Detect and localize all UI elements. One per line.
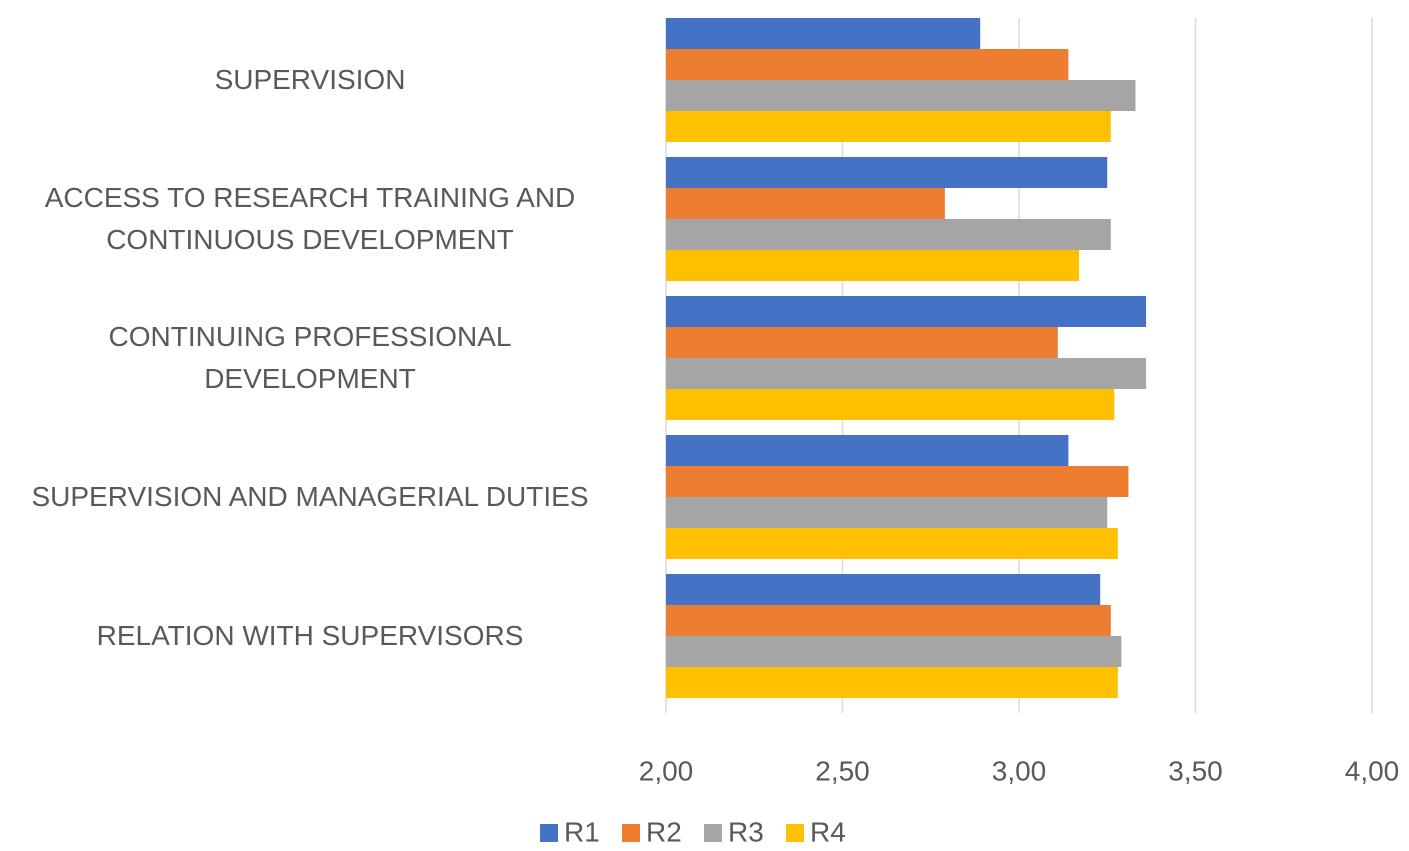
bar [666,636,1122,667]
bar [666,667,1118,698]
bar [666,188,945,219]
y-tick-label: SUPERVISION [214,64,406,95]
y-tick-label: ACCESS TO RESEARCH TRAINING AND CONTINUO… [44,182,576,255]
legend-label: R2 [646,816,682,847]
bar [666,296,1147,327]
x-tick-label: 2,00 [639,755,694,786]
x-tick-label: 3,00 [992,755,1047,786]
legend-swatch [704,824,722,842]
legend-label: R3 [728,816,764,847]
x-tick-label: 4,00 [1345,755,1400,786]
bar [666,49,1069,80]
bar [666,18,981,49]
bar [666,466,1129,497]
bar [666,250,1080,281]
bar [666,528,1118,559]
bar [666,497,1108,528]
legend-swatch [622,824,640,842]
bar [666,80,1136,111]
bar [666,157,1108,188]
legend-label: R4 [810,816,846,847]
bar [666,605,1111,636]
bar [666,327,1058,358]
x-tick-label: 2,50 [815,755,870,786]
bar [666,358,1147,389]
legend-swatch [786,824,804,842]
bar [666,435,1069,466]
bar [666,389,1115,420]
bar [666,219,1111,250]
x-tick-label: 3,50 [1168,755,1223,786]
bar [666,574,1101,605]
legend-label: R1 [564,816,600,847]
y-tick-label: CONTINUING PROFESSIONAL DEVELOPMENT [108,321,512,394]
y-tick-label: RELATION WITH SUPERVISORS [96,620,524,651]
y-tick-label: SUPERVISION AND MANAGERIAL DUTIES [31,481,589,512]
bar [666,111,1111,142]
legend-swatch [540,824,558,842]
